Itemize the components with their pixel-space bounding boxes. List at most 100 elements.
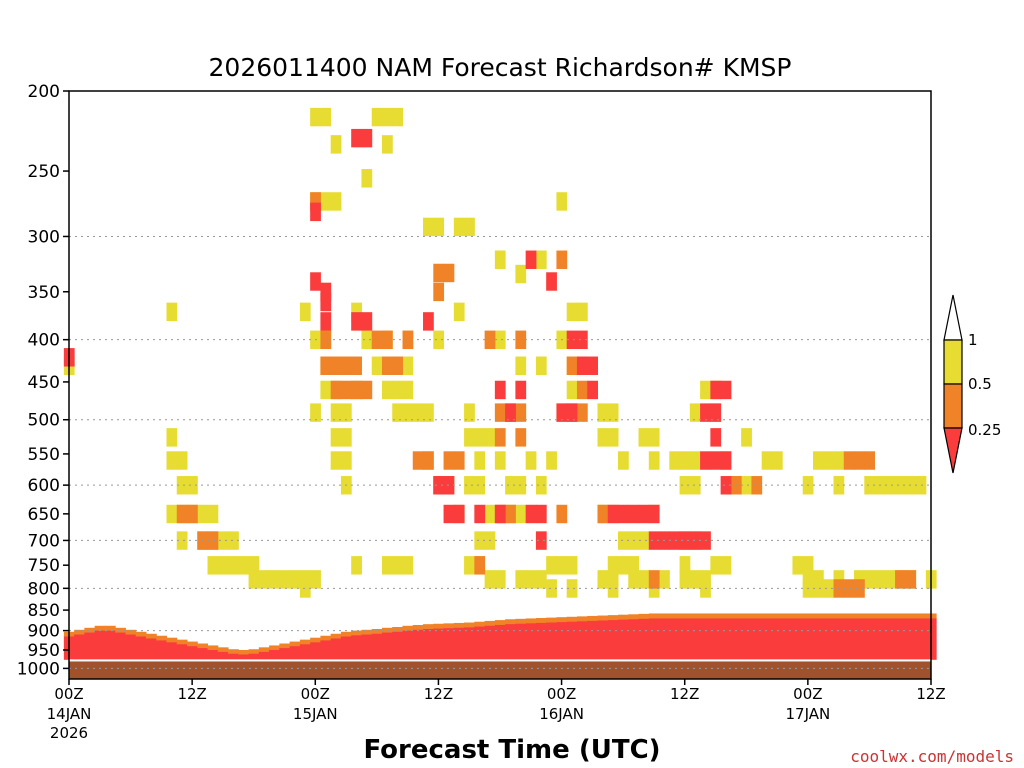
- ri-cell: [494, 504, 506, 524]
- pbl-edge-cell: [659, 613, 670, 619]
- pbl-cell: [782, 618, 793, 660]
- y-tick-label: 900: [28, 622, 60, 642]
- pbl-edge-cell: [217, 647, 229, 653]
- pbl-cell: [115, 632, 126, 660]
- ri-cell: [741, 476, 752, 495]
- ri-cell: [874, 570, 886, 589]
- pbl-cell: [843, 618, 855, 660]
- ri-cell: [453, 302, 465, 322]
- ri-cell: [474, 504, 486, 524]
- ri-cell: [618, 556, 629, 575]
- pbl-cell: [279, 648, 291, 660]
- pbl-edge-cell: [700, 613, 711, 619]
- pbl-edge-cell: [238, 649, 250, 655]
- y-tick-label: 450: [28, 373, 60, 393]
- pbl-edge-cell: [340, 631, 352, 638]
- ri-cell: [433, 263, 445, 283]
- pbl-edge-cell: [535, 618, 547, 624]
- pbl-cell: [299, 644, 311, 660]
- pbl-cell: [874, 618, 886, 660]
- ri-cell: [792, 556, 804, 575]
- pbl-edge-cell: [166, 637, 178, 643]
- pbl-edge-cell: [74, 629, 85, 636]
- pbl-cell: [453, 627, 465, 660]
- pbl-cell: [679, 618, 691, 660]
- ri-cell: [423, 217, 434, 237]
- ri-cell: [351, 312, 362, 331]
- pbl-cell: [330, 638, 342, 660]
- pbl-cell: [494, 624, 506, 660]
- ri-cell: [207, 556, 219, 575]
- ri-cell: [556, 250, 568, 269]
- pbl-cell: [145, 638, 157, 660]
- pbl-cell: [361, 634, 373, 660]
- pbl-edge-cell: [361, 629, 373, 636]
- pbl-cell: [587, 620, 598, 660]
- y-tick-label: 250: [28, 162, 60, 182]
- colorbar-label: 0.5: [968, 375, 992, 393]
- ri-cell: [535, 504, 547, 524]
- pbl-edge-cell: [351, 630, 362, 636]
- ri-cell: [576, 330, 588, 350]
- pbl-edge-cell: [310, 637, 321, 643]
- pbl-edge-cell: [176, 639, 188, 645]
- pbl-edge-cell: [905, 613, 917, 619]
- ri-cell: [720, 476, 732, 495]
- pbl-cell: [269, 649, 280, 660]
- ri-cell: [833, 451, 845, 470]
- pbl-edge-cell: [228, 649, 239, 655]
- pbl-edge-cell: [638, 613, 650, 620]
- ri-cell: [566, 302, 578, 322]
- pbl-edge-cell: [187, 641, 198, 647]
- ri-cell: [535, 570, 547, 589]
- pbl-cell: [320, 640, 332, 660]
- ri-cell: [525, 504, 537, 524]
- pbl-edge-cell: [556, 617, 568, 623]
- ri-cell: [453, 451, 465, 470]
- ri-cell: [351, 128, 362, 148]
- x-tick-label: 00Z: [301, 685, 330, 703]
- ri-cell: [895, 476, 906, 495]
- ri-cell: [618, 531, 629, 550]
- ri-cell: [515, 428, 527, 447]
- ri-cell: [423, 451, 434, 470]
- pbl-cell: [176, 644, 188, 660]
- ri-cell: [628, 504, 640, 524]
- pbl-cell: [864, 618, 876, 660]
- ri-cell: [679, 556, 691, 575]
- pbl-edge-cell: [474, 621, 486, 628]
- pbl-cell: [915, 618, 927, 660]
- ri-cell: [689, 403, 701, 422]
- ri-cell: [895, 570, 906, 589]
- ri-cell: [228, 531, 239, 550]
- ri-cell: [392, 556, 404, 575]
- pbl-cell: [576, 621, 588, 660]
- pbl-cell: [207, 649, 219, 660]
- ri-cell: [659, 570, 670, 589]
- ri-cell: [320, 192, 332, 211]
- ri-cell: [484, 504, 496, 524]
- ri-cell: [176, 504, 188, 524]
- ri-cell: [679, 476, 691, 495]
- x-tick-date: 16JAN: [539, 705, 584, 723]
- ri-cell: [320, 312, 332, 331]
- pbl-cell: [771, 618, 783, 660]
- ri-cell: [525, 570, 537, 589]
- ri-cell: [320, 356, 332, 375]
- ri-cell: [710, 380, 722, 400]
- ri-cell: [443, 263, 455, 283]
- ri-cell: [412, 451, 424, 470]
- pbl-edge-cell: [607, 615, 619, 621]
- ri-cell: [566, 380, 578, 400]
- ri-cell: [546, 579, 557, 598]
- ri-cell: [464, 556, 475, 575]
- ri-cell: [351, 556, 362, 575]
- ri-cell: [340, 380, 352, 400]
- ri-cell: [648, 504, 660, 524]
- pbl-cell: [597, 620, 609, 660]
- y-tick-label: 600: [28, 476, 60, 496]
- ri-cell: [320, 292, 332, 312]
- ri-cell: [166, 504, 178, 524]
- y-tick-label: 500: [28, 411, 60, 431]
